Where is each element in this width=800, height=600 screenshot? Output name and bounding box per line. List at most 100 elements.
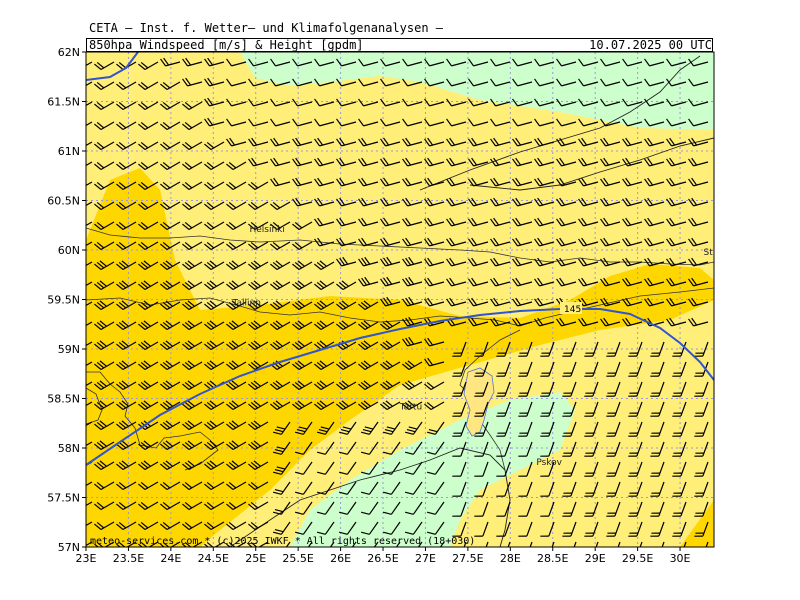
wind-barb bbox=[138, 221, 159, 231]
wind-barb bbox=[292, 78, 313, 87]
wind-barb bbox=[270, 380, 291, 391]
wind-barb bbox=[94, 340, 115, 351]
wind-barb bbox=[360, 441, 379, 455]
wind-barb bbox=[474, 381, 489, 397]
wind-barb bbox=[650, 481, 665, 497]
wind-barb bbox=[556, 217, 577, 227]
wind-barb bbox=[540, 381, 555, 397]
wind-barb bbox=[622, 257, 643, 267]
wind-barb bbox=[540, 521, 555, 537]
wind-barb bbox=[138, 300, 159, 311]
wind-barb bbox=[578, 197, 599, 207]
city-label: Helsinki bbox=[249, 225, 284, 235]
wind-barb bbox=[86, 101, 93, 107]
wind-barb bbox=[292, 260, 313, 271]
wind-barb bbox=[446, 197, 467, 207]
wind-barb bbox=[360, 521, 379, 535]
wind-barb bbox=[426, 441, 445, 455]
wind-barb bbox=[404, 501, 423, 515]
wind-barb bbox=[116, 420, 137, 431]
wind-barb bbox=[512, 277, 533, 287]
wind-barb bbox=[204, 300, 225, 311]
wind-barb bbox=[534, 317, 555, 327]
wind-barb bbox=[182, 400, 203, 411]
wind-barb bbox=[204, 420, 225, 431]
wind-barb bbox=[138, 380, 159, 391]
wind-barb bbox=[380, 177, 401, 187]
wind-barb bbox=[314, 217, 335, 227]
wind-barb bbox=[694, 441, 709, 457]
wind-barb bbox=[336, 380, 357, 391]
wind-barb bbox=[606, 521, 621, 537]
wind-barb bbox=[402, 118, 423, 127]
wind-barb bbox=[688, 317, 709, 327]
wind-barb bbox=[226, 241, 247, 251]
wind-barb bbox=[294, 481, 313, 495]
wind-barb bbox=[578, 217, 599, 227]
wind-barb bbox=[644, 237, 665, 247]
wind-barb bbox=[338, 521, 357, 535]
wind-barb bbox=[86, 61, 93, 67]
wind-barb bbox=[556, 118, 577, 127]
wind-barb bbox=[94, 501, 115, 511]
wind-barb bbox=[496, 501, 511, 517]
wind-barb bbox=[86, 541, 93, 547]
wind-barb bbox=[688, 197, 709, 207]
wind-barb bbox=[336, 360, 357, 371]
wind-barb bbox=[248, 481, 269, 491]
wind-barb bbox=[336, 118, 357, 127]
wind-barb bbox=[562, 421, 577, 437]
wind-barb bbox=[338, 421, 357, 435]
wind-barb bbox=[358, 98, 379, 107]
wind-barb bbox=[204, 241, 225, 251]
wind-barb bbox=[116, 320, 137, 331]
wind-barb bbox=[160, 400, 181, 411]
wind-barb bbox=[182, 241, 203, 251]
wind-barb bbox=[204, 117, 225, 127]
wind-barb bbox=[688, 277, 709, 287]
wind-barb bbox=[138, 141, 159, 151]
wind-barb bbox=[226, 98, 247, 107]
wind-barb bbox=[160, 300, 181, 311]
wind-barb bbox=[292, 177, 313, 187]
wind-barb bbox=[338, 481, 357, 495]
wind-barb bbox=[270, 58, 291, 67]
lat-tick-label: 59.5N bbox=[47, 294, 80, 307]
wind-barb bbox=[617, 541, 621, 547]
wind-barb bbox=[556, 317, 577, 327]
wind-barb bbox=[292, 221, 313, 231]
wind-barb bbox=[556, 157, 577, 167]
wind-barb bbox=[666, 137, 687, 147]
wind-barb bbox=[292, 157, 313, 167]
wind-barb bbox=[270, 400, 291, 411]
wind-barb bbox=[600, 197, 621, 207]
wind-barb bbox=[226, 440, 247, 451]
wind-barb bbox=[272, 421, 291, 435]
valid-time: 10.07.2025 00 UTC bbox=[589, 38, 712, 52]
wind-barb bbox=[116, 440, 137, 451]
wind-barb bbox=[116, 101, 137, 111]
wind-barb bbox=[402, 137, 423, 147]
wind-barb bbox=[86, 341, 93, 347]
wind-barb bbox=[573, 541, 577, 547]
wind-barb bbox=[204, 201, 225, 211]
wind-barb bbox=[94, 81, 115, 91]
wind-barb bbox=[562, 501, 577, 517]
wind-barb bbox=[226, 420, 247, 431]
wind-barb bbox=[404, 481, 423, 495]
wind-barb bbox=[204, 97, 225, 107]
wind-barb bbox=[468, 137, 489, 147]
wind-barb bbox=[496, 441, 511, 457]
wind-barb bbox=[446, 98, 467, 107]
wind-barb bbox=[94, 521, 115, 531]
wind-barb bbox=[490, 317, 511, 327]
wind-band-15-20-southeast bbox=[680, 500, 714, 547]
wind-barb bbox=[446, 277, 467, 287]
wind-barb bbox=[490, 237, 511, 247]
wind-barb bbox=[336, 256, 357, 267]
wind-barb bbox=[468, 118, 489, 127]
wind-barb bbox=[694, 381, 709, 397]
wind-barb bbox=[578, 237, 599, 247]
wind-barb bbox=[606, 501, 621, 517]
wind-barb bbox=[644, 177, 665, 187]
